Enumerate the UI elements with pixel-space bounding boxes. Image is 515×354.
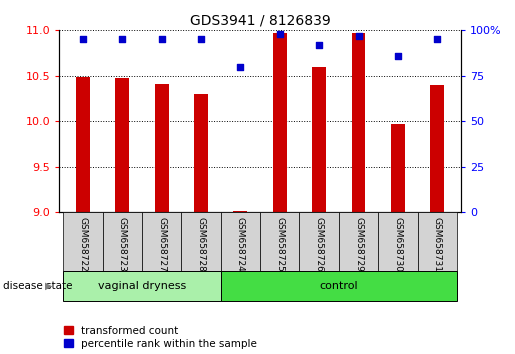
Text: GSM658731: GSM658731 (433, 217, 442, 272)
Text: GSM658725: GSM658725 (275, 217, 284, 272)
Bar (312, 67, 326, 212)
Text: GSM658727: GSM658727 (157, 217, 166, 272)
Text: GSM658728: GSM658728 (197, 217, 205, 272)
Text: GSM658723: GSM658723 (118, 217, 127, 272)
Text: GSM658724: GSM658724 (236, 217, 245, 272)
Bar (154, 84, 168, 212)
Bar (339, 212, 378, 271)
Point (315, 42, 323, 47)
Point (276, 31, 284, 36)
Text: GSM658729: GSM658729 (354, 217, 363, 272)
Text: GSM658726: GSM658726 (315, 217, 323, 272)
Title: GDS3941 / 8126839: GDS3941 / 8126839 (190, 13, 331, 28)
Text: GSM658722: GSM658722 (78, 217, 88, 272)
Text: control: control (319, 281, 358, 291)
Bar (418, 212, 457, 271)
Bar (299, 212, 339, 271)
Bar (378, 212, 418, 271)
Bar (142, 212, 181, 271)
Bar (431, 85, 444, 212)
Point (354, 33, 363, 38)
Bar (221, 212, 260, 271)
Bar (233, 211, 247, 212)
Bar (273, 33, 287, 212)
Point (236, 64, 245, 69)
Bar (194, 94, 208, 212)
Point (394, 53, 402, 58)
Bar (63, 212, 102, 271)
Bar (76, 76, 90, 212)
Point (79, 36, 87, 42)
Bar (221, 271, 457, 301)
Bar (63, 271, 221, 301)
Point (118, 36, 126, 42)
Point (158, 36, 166, 42)
Text: ▶: ▶ (45, 281, 53, 291)
Text: GSM658730: GSM658730 (393, 217, 402, 272)
Point (197, 36, 205, 42)
Legend: transformed count, percentile rank within the sample: transformed count, percentile rank withi… (64, 326, 257, 349)
Text: disease state: disease state (3, 281, 72, 291)
Bar (181, 212, 221, 271)
Bar (102, 212, 142, 271)
Bar (115, 78, 129, 212)
Bar (260, 212, 299, 271)
Text: vaginal dryness: vaginal dryness (98, 281, 186, 291)
Bar (391, 124, 405, 212)
Bar (352, 33, 366, 212)
Point (433, 36, 441, 42)
